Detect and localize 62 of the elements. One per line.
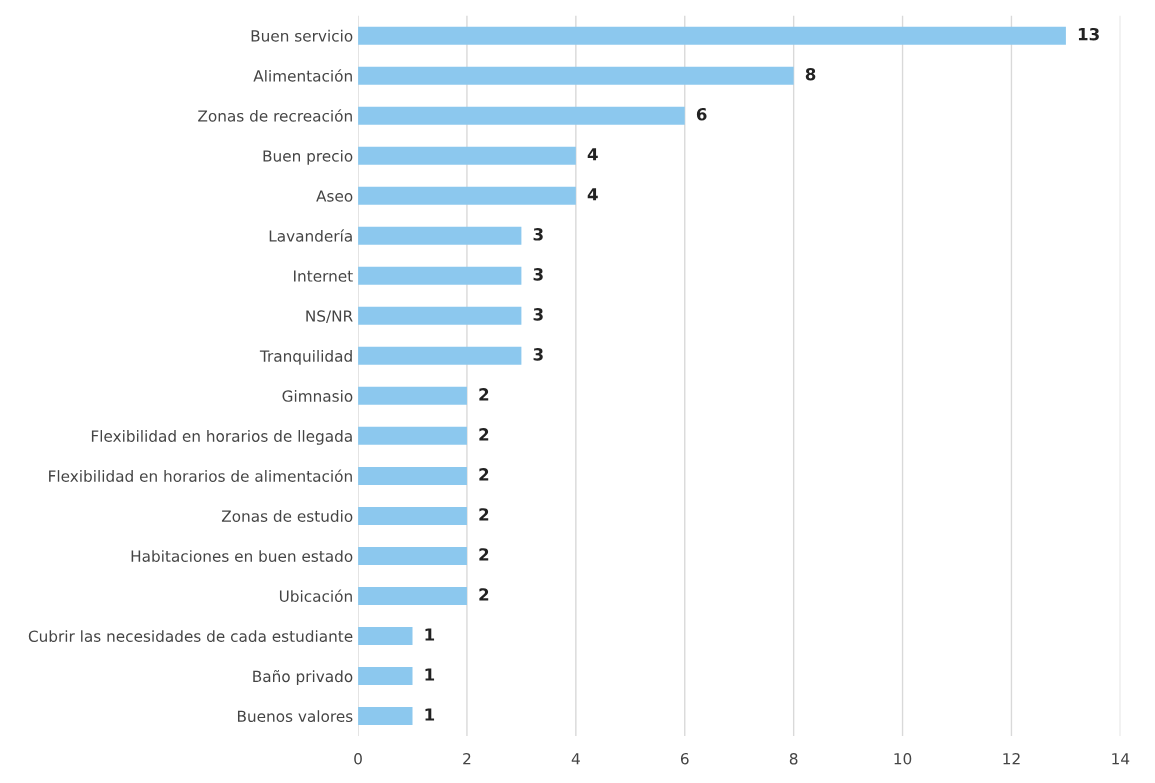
data-label: 3 bbox=[533, 308, 543, 321]
y-tick-label: Ubicación bbox=[279, 589, 352, 602]
y-tick-label: Flexibilidad en horarios de alimentación bbox=[49, 469, 352, 482]
data-label: 4 bbox=[587, 188, 598, 201]
y-tick-label: Gimnasio bbox=[282, 390, 353, 402]
data-label: 6 bbox=[696, 107, 707, 121]
y-tick-label: Tranquilidad bbox=[259, 350, 352, 365]
data-label: 2 bbox=[479, 388, 489, 401]
bar bbox=[358, 346, 522, 365]
data-label: 2 bbox=[479, 588, 489, 601]
y-tick-label: Internet bbox=[294, 270, 353, 282]
data-label: 3 bbox=[533, 268, 543, 281]
bar bbox=[358, 466, 467, 485]
bar bbox=[358, 66, 794, 85]
y-tick-label: Buen precio bbox=[263, 149, 353, 165]
bar bbox=[358, 586, 467, 605]
y-tick-label: Zonas de estudio bbox=[221, 510, 353, 522]
bar bbox=[358, 266, 522, 285]
y-tick-label: Alimentación bbox=[253, 69, 352, 82]
data-label: 2 bbox=[479, 468, 489, 481]
data-label: 2 bbox=[479, 548, 489, 561]
bar bbox=[358, 226, 522, 245]
x-tick-label: 14 bbox=[1112, 753, 1130, 765]
y-tick-label: Zonas de recreación bbox=[198, 109, 352, 122]
bar bbox=[358, 186, 576, 205]
bar bbox=[358, 426, 467, 445]
bar bbox=[358, 306, 522, 325]
data-label: 3 bbox=[533, 348, 543, 361]
y-tick-label: Buenos valores bbox=[237, 710, 353, 723]
data-label: 2 bbox=[479, 428, 489, 441]
bar bbox=[358, 707, 413, 726]
bar bbox=[358, 386, 467, 405]
bar bbox=[358, 666, 413, 685]
y-tick-label: Baño privado bbox=[253, 670, 353, 686]
bar bbox=[358, 26, 1066, 45]
data-label: 1 bbox=[425, 708, 435, 721]
y-tick-label: NS/NR bbox=[306, 310, 353, 324]
bar bbox=[358, 106, 685, 125]
x-tick-label: 8 bbox=[789, 752, 798, 765]
data-label: 1 bbox=[425, 668, 435, 681]
x-tick-label: 6 bbox=[680, 752, 689, 765]
data-label: 1 bbox=[425, 628, 435, 641]
y-tick-label: Cubrir las necesidades de cada estudiante bbox=[28, 630, 353, 642]
data-label: 3 bbox=[533, 228, 543, 241]
bar bbox=[358, 146, 576, 165]
y-tick-label: Habitaciones en buen estado bbox=[131, 550, 353, 562]
data-label: 4 bbox=[587, 148, 598, 161]
bar bbox=[358, 506, 467, 525]
data-label: 13 bbox=[1078, 27, 1099, 41]
x-tick-label: 2 bbox=[463, 752, 471, 765]
x-tick-label: 4 bbox=[571, 753, 580, 765]
y-tick-label: Lavandería bbox=[269, 229, 352, 242]
data-label: 2 bbox=[479, 508, 489, 521]
x-tick-label: 12 bbox=[1003, 752, 1020, 765]
x-tick-label: 10 bbox=[894, 752, 912, 765]
y-tick-label: Flexibilidad en horarios de llegada bbox=[91, 430, 352, 445]
x-tick-label: 0 bbox=[354, 752, 362, 765]
bar bbox=[358, 626, 413, 645]
y-tick-label: Buen servicio bbox=[251, 29, 353, 42]
bar bbox=[358, 546, 467, 565]
y-tick-label: Aseo bbox=[316, 190, 353, 202]
data-label: 8 bbox=[805, 67, 816, 81]
